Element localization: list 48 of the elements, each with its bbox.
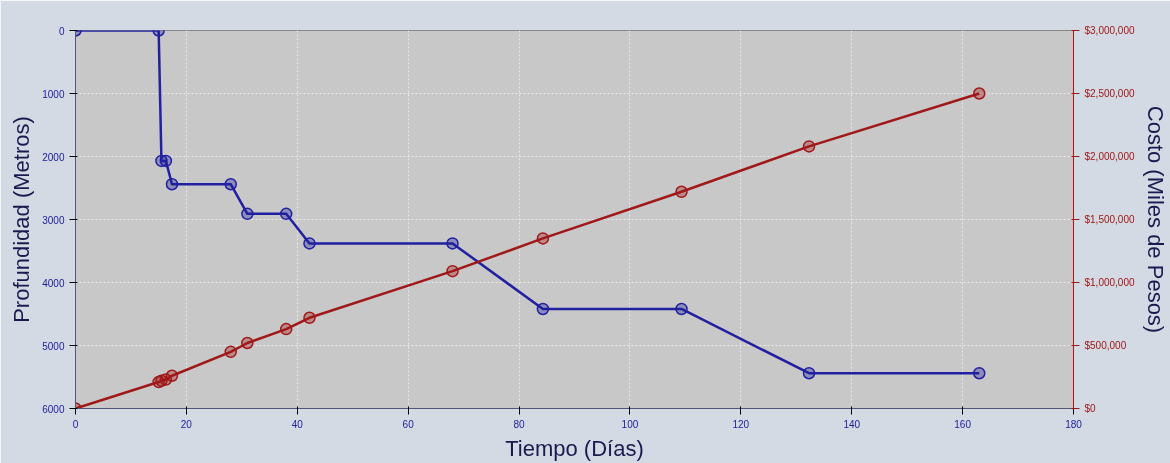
x-tick-label: 40 [291,418,304,430]
x-tick-label: 0 [72,418,79,430]
point [224,345,237,359]
point [675,302,688,316]
y2-tick-label: $1,000,000 [1084,277,1135,288]
point [241,336,254,350]
x-tick-label: 160 [954,418,972,430]
y-tick-label: 5000 [42,340,65,352]
y-tick-label: 3000 [42,214,65,226]
point [802,366,816,380]
x-tick-label: 120 [732,418,750,430]
x-tick-label: 180 [1065,418,1083,430]
x-tick-label: 140 [843,418,861,430]
point [279,207,293,221]
y2-tick-label: $3,000,000 [1084,25,1135,36]
point [536,302,550,316]
y-axis-title: Profundidad (Metros) [9,116,35,323]
x-tick-label: 20 [180,418,193,430]
point [536,232,550,245]
y-tick-label: 1000 [42,88,65,100]
y2-tick-label: $2,000,000 [1084,151,1135,162]
point [446,237,459,250]
y2-tick-label: $0 [1084,403,1097,414]
point [241,207,254,221]
point [303,311,316,325]
point [802,140,816,153]
x-axis-title: Tiempo (Días) [505,435,644,461]
x-tick-label: 100 [621,418,639,430]
point [972,87,986,100]
y-tick-label: 4000 [42,277,65,289]
y2-tick-label: $2,500,000 [1084,88,1135,99]
y2-tick-label: $1,500,000 [1084,214,1135,225]
point [165,177,179,191]
point [279,322,293,336]
point [972,366,986,380]
x-tick-label: 60 [402,418,415,430]
y2-axis-title: Costo (Miles de Pesos) [1142,105,1168,334]
point [675,185,688,199]
y-tick-label: 6000 [42,403,65,415]
x-tick-label: 80 [513,418,526,430]
y-tick-label: 2000 [42,151,65,163]
point [303,237,316,250]
point [165,369,179,382]
y2-tick-label: $500,000 [1084,340,1127,351]
point [224,177,237,191]
y-tick-label: 0 [58,25,65,37]
point [446,264,459,278]
point [159,154,173,168]
